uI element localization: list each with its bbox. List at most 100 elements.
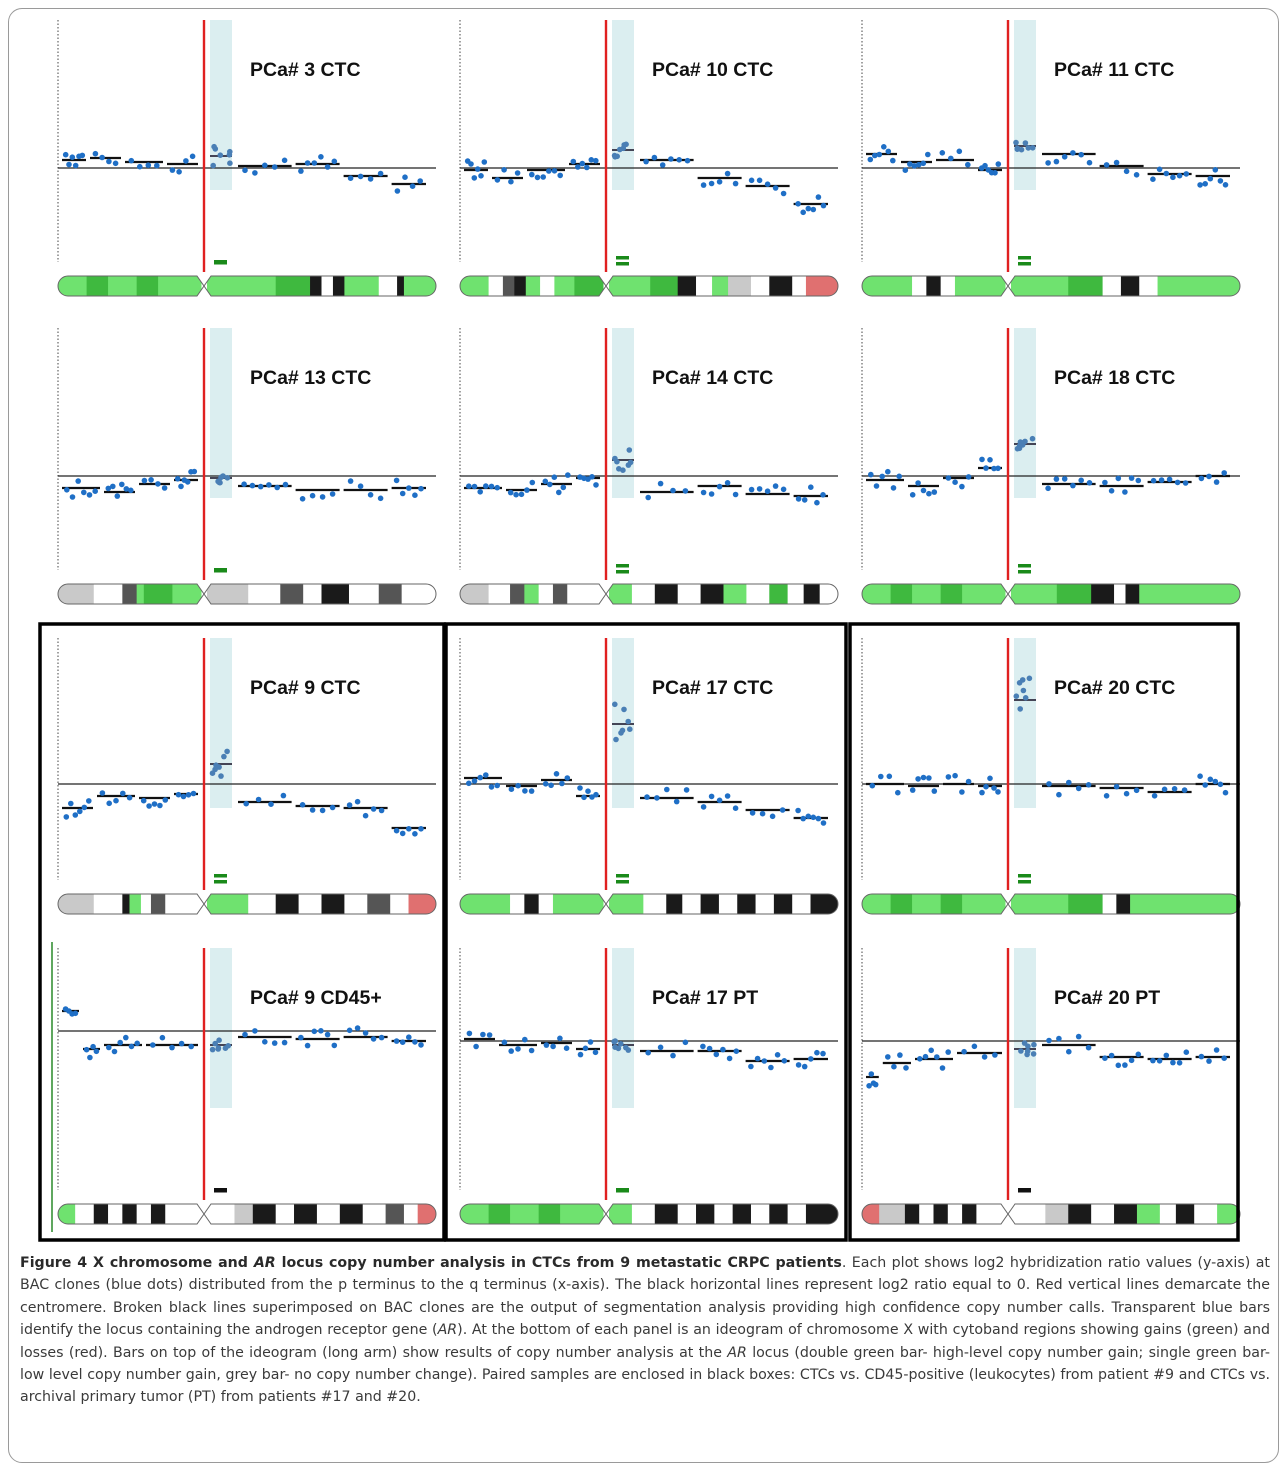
bac-clone-point [154, 163, 160, 169]
chromosome-ideogram [460, 894, 839, 914]
bac-clone-point [379, 1035, 385, 1041]
cytoband [751, 276, 770, 296]
bac-clone-point [515, 170, 521, 176]
bac-clone-point [1045, 160, 1051, 166]
cytoband [862, 276, 913, 296]
ar-call-bar-lower [1018, 880, 1031, 884]
bac-clone-point [707, 1046, 713, 1052]
bac-clone-point [1213, 167, 1219, 173]
cytoband [460, 894, 511, 914]
bac-clone-point [119, 482, 125, 488]
cytoband [650, 276, 678, 296]
bac-clone-point [358, 174, 364, 180]
bac-clone-point [515, 1046, 521, 1052]
cytoband [774, 894, 793, 914]
bac-clone-point [926, 775, 932, 781]
bac-clone-point [979, 790, 985, 796]
ar-clone-point [1031, 1042, 1037, 1048]
bac-clone-point [868, 472, 874, 478]
bac-clone-point [1116, 1063, 1122, 1069]
bac-clone-point [418, 826, 424, 832]
ar-clone-point [1018, 1048, 1024, 1054]
bac-clone-point [571, 159, 577, 165]
bac-clone-point [556, 490, 562, 496]
bac-clone-point [70, 154, 76, 160]
bac-clone-point [1214, 479, 1220, 485]
bac-clone-point [262, 163, 268, 169]
bac-clone-point [400, 491, 406, 497]
ar-clone-point [627, 447, 633, 453]
cytoband [1160, 1204, 1177, 1224]
bac-clone-point [1184, 1049, 1190, 1055]
bac-clone-point [1150, 1058, 1156, 1064]
bac-clone-point [727, 1056, 733, 1062]
figure-panels: PCa# 3 CTC PCa# 10 CTC PCa# 11 CTCPCa# 13 … [0, 0, 1287, 1250]
cytoband [87, 276, 109, 296]
cytoband [976, 1204, 1005, 1224]
bac-clone-point [181, 794, 187, 800]
cytoband [207, 276, 276, 296]
bac-clone-point [585, 788, 591, 794]
bac-clone-point [186, 792, 192, 798]
panel-title: PCa# 11 CTC [1054, 59, 1174, 81]
bac-clone-point [160, 1035, 166, 1041]
cytoband [137, 276, 159, 296]
bac-clone-point [1086, 782, 1092, 788]
ar-clone-point [1018, 439, 1024, 445]
bac-clone-point [966, 474, 972, 480]
bac-clone-point [683, 1040, 689, 1046]
bac-clone-point [487, 1032, 493, 1038]
chromosome-ideogram [460, 276, 839, 296]
bac-clone-point [1208, 176, 1214, 182]
ar-call-bar-upper [616, 874, 629, 878]
bac-clone-point [325, 164, 331, 170]
bac-clone-point [1054, 476, 1060, 482]
bac-clone-point [348, 478, 354, 484]
bac-clone-point [543, 781, 549, 787]
ar-call-bar-lower [616, 570, 629, 574]
ar-clone-point [225, 475, 231, 481]
panel-2: PCa# 10 CTC [460, 20, 839, 296]
bac-clone-point [134, 1041, 140, 1047]
cytoband [1103, 894, 1117, 914]
bac-clone-point [1122, 1062, 1128, 1068]
ar-clone-point [1014, 693, 1020, 699]
bac-clone-point [940, 150, 946, 156]
bac-clone-point [1114, 784, 1120, 790]
cytoband [333, 276, 345, 296]
bac-clone-point [1104, 793, 1110, 799]
bac-clone-point [982, 1054, 988, 1060]
bac-clone-point [157, 803, 163, 809]
ar-clone-point [215, 1046, 221, 1052]
chromosome-ideogram [862, 894, 1241, 914]
bac-clone-point [757, 178, 763, 184]
bac-clone-point [1066, 780, 1072, 786]
bac-clone-point [811, 815, 817, 821]
bac-clone-point [281, 793, 287, 799]
ar-call-bar-upper [1018, 564, 1031, 568]
bac-clone-point [868, 157, 874, 163]
bac-clone-point [1172, 786, 1178, 792]
bac-clone-point [1151, 478, 1157, 484]
chromosome-ideogram [58, 1204, 437, 1224]
ar-clone-point [224, 749, 230, 755]
cytoband [733, 1204, 752, 1224]
bac-clone-point [129, 158, 135, 164]
bac-clone-point [94, 1049, 100, 1055]
cytoband [756, 894, 775, 914]
bac-clone-point [495, 177, 501, 183]
bac-clone-point [1129, 1058, 1135, 1064]
bac-clone-point [768, 1065, 774, 1071]
bac-clone-point [371, 1036, 377, 1042]
bac-clone-point [952, 773, 958, 779]
bac-clone-point [66, 162, 72, 168]
cytoband [234, 1204, 253, 1224]
bac-clone-point [489, 484, 495, 490]
bac-clone-point [483, 772, 489, 778]
bac-clone-point [262, 1039, 268, 1045]
cytoband [404, 1204, 418, 1224]
bac-clone-point [946, 475, 952, 481]
bac-clone-point [1202, 181, 1208, 187]
bac-clone-point [995, 466, 1001, 472]
bac-clone-point [1122, 489, 1128, 495]
